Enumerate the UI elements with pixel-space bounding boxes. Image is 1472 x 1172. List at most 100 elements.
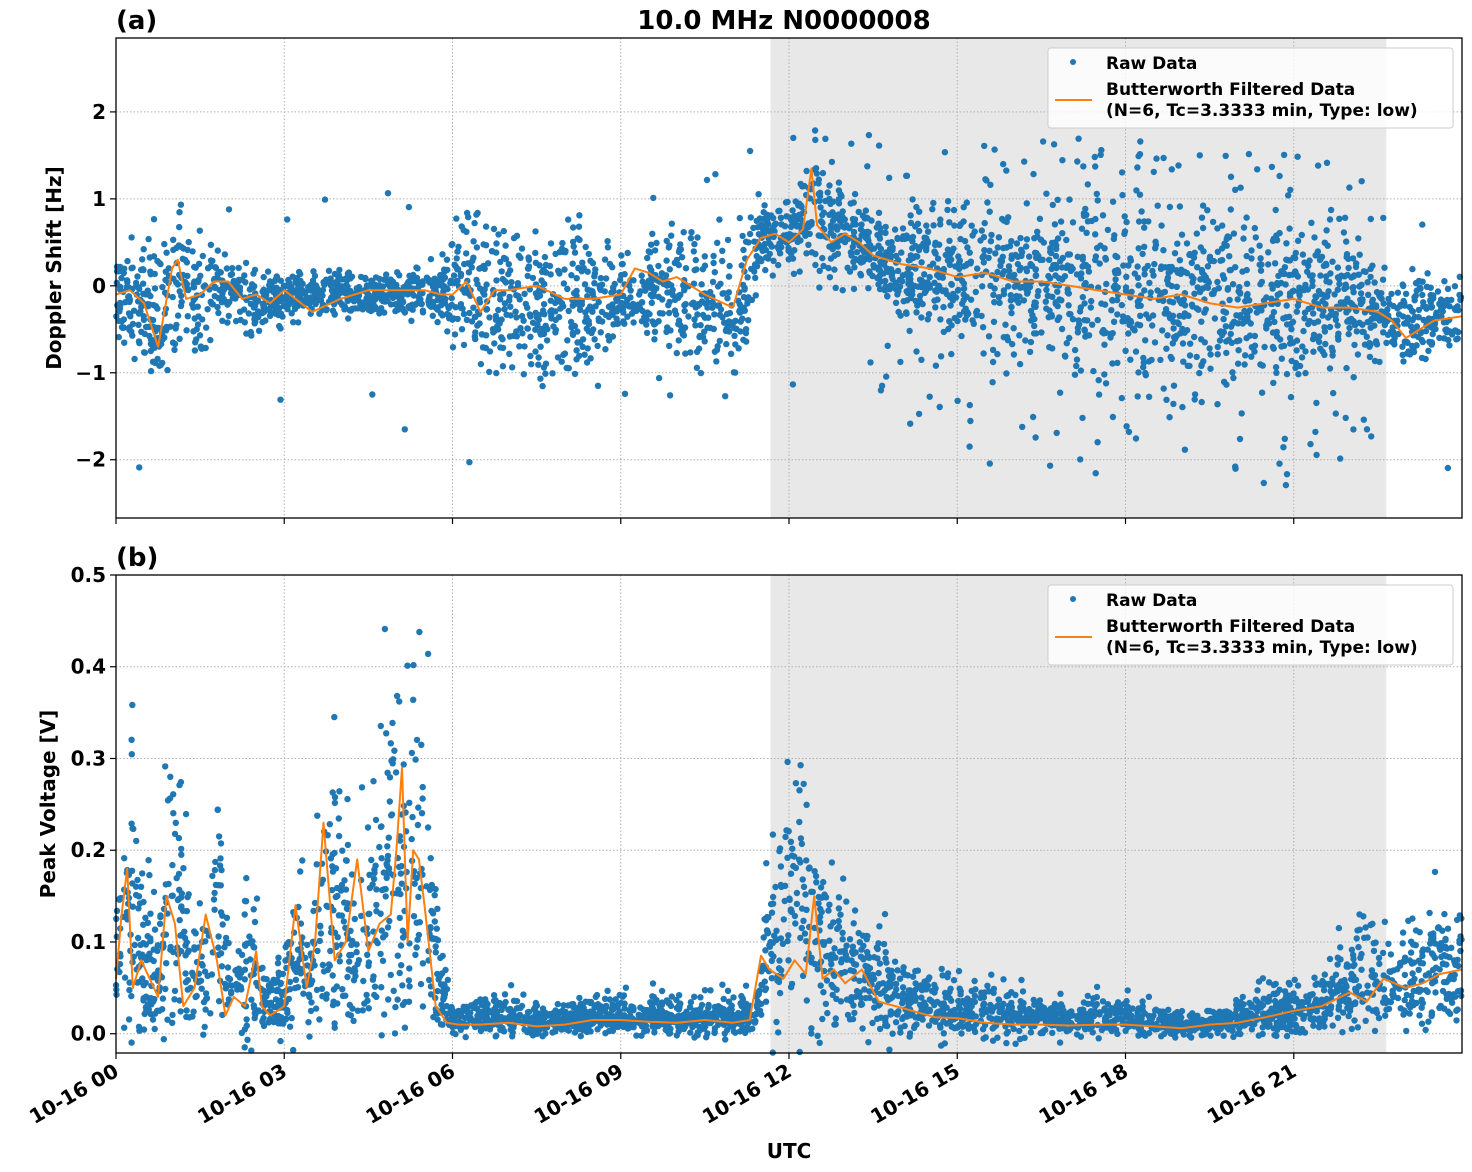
raw-data-point: [811, 127, 819, 134]
raw-data-point: [565, 307, 572, 315]
raw-data-point: [357, 273, 365, 281]
raw-data-point: [681, 324, 689, 331]
raw-data-point: [1017, 284, 1024, 291]
raw-data-point: [1003, 333, 1011, 341]
raw-data-point: [151, 926, 159, 933]
raw-data-point: [1238, 410, 1245, 417]
raw-data-point: [835, 179, 843, 186]
raw-data-point: [204, 306, 211, 313]
raw-data-point: [1005, 263, 1013, 270]
raw-data-point: [602, 1030, 609, 1037]
raw-data-point: [620, 318, 627, 325]
raw-data-point: [486, 348, 494, 355]
raw-data-point: [532, 326, 539, 333]
raw-data-point: [1358, 281, 1365, 288]
raw-data-point: [1032, 272, 1040, 279]
raw-data-point: [785, 932, 792, 939]
raw-data-point: [1309, 277, 1316, 285]
raw-data-point: [939, 274, 946, 281]
raw-data-point: [1047, 248, 1054, 255]
raw-data-point: [909, 196, 916, 203]
raw-data-point: [1354, 351, 1362, 358]
raw-data-point: [1317, 272, 1324, 279]
raw-data-point: [838, 217, 845, 224]
raw-data-point: [455, 243, 462, 250]
raw-data-point: [1081, 300, 1088, 307]
raw-data-point: [1360, 416, 1368, 423]
raw-data-point: [284, 1009, 291, 1017]
raw-data-point: [1088, 297, 1095, 305]
raw-data-point: [870, 245, 878, 252]
raw-data-point: [912, 242, 919, 250]
raw-data-point: [958, 1030, 965, 1037]
raw-data-point: [191, 263, 198, 271]
raw-data-point: [359, 306, 366, 313]
raw-data-point: [761, 202, 768, 209]
raw-data-point: [245, 310, 252, 317]
raw-data-point: [543, 337, 551, 344]
raw-data-point: [1301, 259, 1308, 266]
raw-data-point: [1257, 255, 1264, 262]
raw-data-point: [1345, 264, 1352, 272]
raw-data-point: [1273, 232, 1280, 239]
raw-data-point: [284, 305, 291, 313]
raw-data-point: [1127, 356, 1134, 363]
raw-data-point: [1343, 238, 1350, 245]
raw-data-point: [1257, 267, 1265, 274]
raw-data-point: [360, 299, 367, 306]
raw-data-point: [726, 262, 733, 270]
raw-data-point: [1174, 319, 1181, 326]
raw-data-point: [1257, 281, 1264, 288]
raw-data-point: [501, 306, 508, 313]
raw-data-point: [1094, 197, 1101, 204]
raw-data-point: [1324, 242, 1331, 249]
raw-data-point: [515, 292, 522, 300]
raw-data-point: [408, 749, 416, 757]
raw-data-point: [1422, 317, 1430, 325]
raw-data-point: [496, 320, 503, 327]
raw-data-point: [1280, 151, 1288, 159]
raw-data-point: [286, 299, 294, 306]
raw-data-point: [669, 286, 676, 294]
raw-data-point: [1261, 343, 1268, 351]
raw-data-point: [838, 223, 846, 230]
raw-data-point: [1420, 299, 1427, 306]
raw-data-point: [1198, 362, 1205, 369]
raw-data-point: [1118, 394, 1126, 402]
raw-data-point: [1020, 158, 1028, 165]
raw-data-point: [1030, 170, 1037, 178]
raw-data-point: [540, 301, 548, 308]
raw-data-point: [1159, 327, 1166, 334]
raw-data-point: [803, 938, 810, 945]
raw-data-point: [1289, 318, 1297, 326]
raw-data-point: [884, 342, 891, 349]
raw-data-point: [1112, 282, 1119, 289]
raw-data-point: [990, 318, 998, 325]
raw-data-point: [594, 342, 601, 350]
raw-data-point: [1226, 267, 1234, 274]
raw-data-point: [1194, 284, 1201, 291]
raw-data-point: [1022, 243, 1030, 250]
raw-data-point: [415, 298, 423, 305]
raw-data-point: [698, 281, 705, 288]
raw-data-point: [892, 980, 900, 988]
raw-data-point: [899, 278, 906, 285]
raw-data-point: [1309, 282, 1316, 290]
axes-frame-a: [115, 37, 1463, 519]
raw-data-point: [829, 245, 836, 253]
raw-data-point: [147, 347, 154, 355]
raw-data-point: [905, 257, 912, 264]
raw-data-point: [1181, 446, 1189, 453]
raw-data-point: [266, 282, 273, 289]
raw-data-point: [1022, 337, 1029, 344]
raw-data-point: [1351, 1017, 1358, 1024]
raw-data-point: [586, 303, 594, 310]
raw-data-point: [1456, 291, 1463, 299]
raw-data-point: [688, 300, 696, 308]
raw-data-point: [1145, 358, 1153, 365]
raw-data-point: [1202, 306, 1210, 313]
raw-data-point: [1101, 245, 1108, 252]
raw-data-point: [1428, 340, 1436, 347]
raw-data-point: [490, 225, 498, 233]
raw-data-point: [264, 268, 272, 275]
